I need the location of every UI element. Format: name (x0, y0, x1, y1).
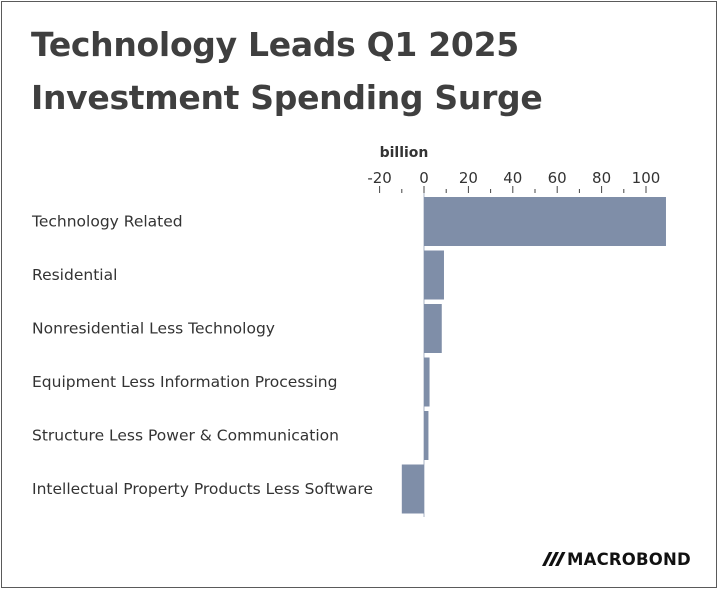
x-tick-label: 40 (503, 169, 522, 187)
x-tick-label: 0 (419, 169, 429, 187)
bar (401, 464, 424, 514)
chart-title: Technology Leads Q1 2025 Investment Spen… (31, 18, 543, 124)
category-label: Residential (32, 266, 117, 284)
chart-title-line-1: Technology Leads Q1 2025 (31, 25, 519, 64)
x-tick-label: 20 (459, 169, 478, 187)
category-label: Equipment Less Information Processing (32, 373, 337, 391)
macrobond-logo: MACROBOND (542, 548, 691, 570)
bar (424, 250, 444, 300)
x-axis: -20 0 20 40 60 80 100 (367, 169, 660, 517)
macrobond-wordmark: MACROBOND (567, 549, 691, 569)
unit-label: billion (380, 145, 429, 161)
macrobond-mark-icon (542, 552, 566, 566)
bar (424, 411, 429, 460)
category-labels: Technology Related Residential Nonresident… (31, 213, 373, 499)
x-tick-label: 80 (592, 169, 611, 187)
category-label: Intellectual Property Products Less Soft… (32, 480, 373, 498)
bar (424, 197, 666, 246)
category-label: Nonresidential Less Technology (32, 320, 275, 338)
category-label: Technology Related (31, 213, 183, 231)
category-label: Structure Less Power & Communication (32, 427, 339, 445)
bar (424, 357, 430, 407)
bars (401, 197, 666, 514)
bar (424, 304, 442, 353)
x-tick-label: 100 (632, 169, 661, 187)
chart-title-line-2: Investment Spending Surge (31, 78, 543, 117)
x-tick-label: 60 (548, 169, 567, 187)
x-tick-label: -20 (367, 169, 392, 187)
